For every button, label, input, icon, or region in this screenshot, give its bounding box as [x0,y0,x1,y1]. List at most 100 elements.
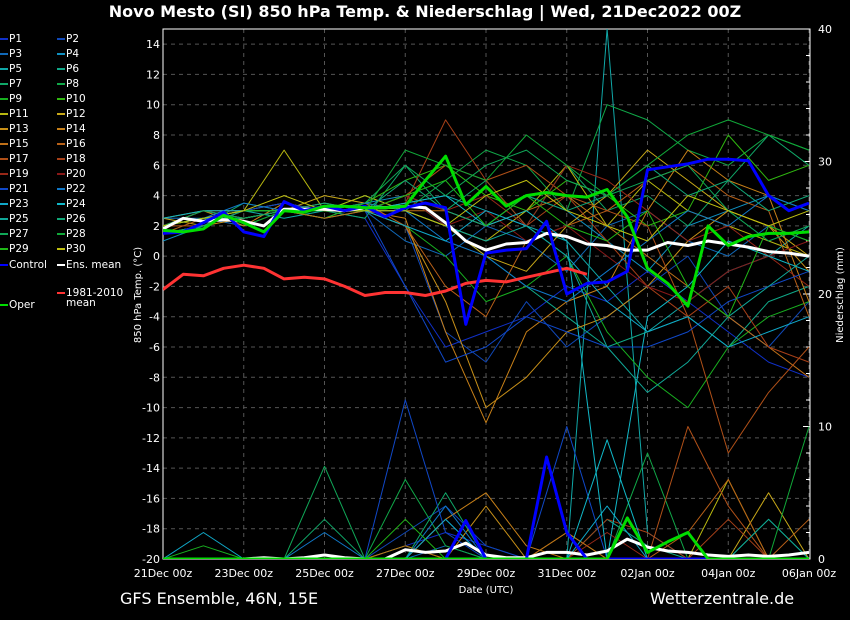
legend-swatch [0,304,8,306]
legend-label: P14 [66,123,86,135]
legend-swatch [0,68,8,70]
legend-label: P4 [66,48,80,60]
y2-tick-label: 40 [818,23,832,36]
legend-swatch [57,98,65,100]
legend-item-p3: P3 [0,48,22,60]
legend-label: P13 [9,123,29,135]
y2-axis-label: Niederschlag (mm) [835,247,846,343]
legend-swatch [0,98,8,100]
x-tick-label: 06Jan 00z [782,567,836,580]
legend-label: Oper [9,299,35,311]
legend-swatch [57,248,65,250]
legend-label: Ens. mean [66,259,122,271]
legend-label: P27 [9,228,29,240]
legend-item-p27: P27 [0,228,29,240]
legend-swatch [0,53,8,55]
y-tick-label: 6 [153,159,160,172]
temp-line-p27 [163,149,810,242]
legend-swatch [57,158,65,160]
legend-item-p11: P11 [0,108,29,120]
legend-label: P15 [9,138,29,150]
x-tick-label: 04Jan 00z [701,567,755,580]
legend-label: P3 [9,48,23,60]
temp-line-p9 [163,202,810,409]
legend-item-p26: P26 [57,213,86,225]
y-tick-label: 2 [153,220,160,233]
legend-item-p29: P29 [0,243,29,255]
precip-line-p18 [163,518,809,559]
legend-item-p24: P24 [57,198,86,210]
legend-swatch [0,218,8,220]
legend-item-p18: P18 [57,153,86,165]
legend-swatch [57,53,65,55]
legend-item-p12: P12 [57,108,86,120]
legend-swatch [0,264,8,266]
precip-line-oper [163,516,809,559]
legend-swatch [57,113,65,115]
legend-item-p22: P22 [57,183,86,195]
legend-label: P19 [9,168,29,180]
legend-swatch [0,143,8,145]
chart-title: Novo Mesto (SI) 850 hPa Temp. & Niedersc… [108,2,742,21]
legend-item-p23: P23 [0,198,29,210]
legend-label: P30 [66,243,86,255]
legend-item-p7: P7 [0,78,22,90]
legend-label: P6 [66,63,80,75]
y-tick-label: -6 [149,341,160,354]
y-tick-label: -16 [142,492,160,505]
legend-swatch [0,188,8,190]
y-tick-label: -10 [142,402,160,415]
y2-tick-label: 20 [818,288,832,301]
legend-swatch [57,68,65,70]
precip-line-p14 [163,492,809,559]
legend-label: P8 [66,78,80,90]
legend-swatch [0,173,8,175]
legend-swatch [0,38,8,40]
temp-line-p2 [163,202,810,363]
legend-swatch [57,128,65,130]
y-tick-label: 8 [153,129,160,142]
legend-item-p6: P6 [57,63,79,75]
temp-line-p30 [163,179,810,242]
legend-item-p16: P16 [57,138,86,150]
legend-label: P23 [9,198,29,210]
legend-swatch [0,233,8,235]
y-tick-label: -14 [142,462,160,475]
y-tick-label: -18 [142,523,160,536]
legend-label: mean [66,297,96,309]
legend-label: P11 [9,108,29,120]
x-tick-label: 02Jan 00z [620,567,674,580]
legend-swatch [0,203,8,205]
legend-label: P10 [66,93,86,105]
legend-swatch [57,143,65,145]
precip-line-p2 [163,505,809,559]
legend-item-p28: P28 [57,228,86,240]
legend-label: P26 [66,213,86,225]
y2-tick-label: 10 [818,421,832,434]
legend-label: P16 [66,138,86,150]
legend-item-climate: 1981-2010 mean [57,287,123,309]
legend-label: P22 [66,183,86,195]
legend-label: P18 [66,153,86,165]
temp-line-climate [163,263,588,297]
legend-item-p10: P10 [57,93,86,105]
x-tick-label: 25Dec 00z [295,567,354,580]
legend-swatch [0,128,8,130]
legend-swatch [57,188,65,190]
x-tick-label: 27Dec 00z [376,567,435,580]
y-tick-label: 12 [146,68,160,81]
legend-label: P9 [9,93,23,105]
legend-item-p25: P25 [0,213,29,225]
x-tick-label: 23Dec 00z [214,567,273,580]
legend-item-p5: P5 [0,63,22,75]
temp-line-p21 [163,202,810,363]
y2-tick-label: 0 [818,553,825,566]
y-axis-label: 850 hPa Temp. (°C) [133,247,144,343]
x-tick-label: 31Dec 00z [537,567,596,580]
legend-swatch [57,203,65,205]
legend-swatch [57,292,65,294]
legend-swatch [57,173,65,175]
precip-line-p17 [163,426,809,559]
x-tick-label: 21Dec 00z [134,567,193,580]
